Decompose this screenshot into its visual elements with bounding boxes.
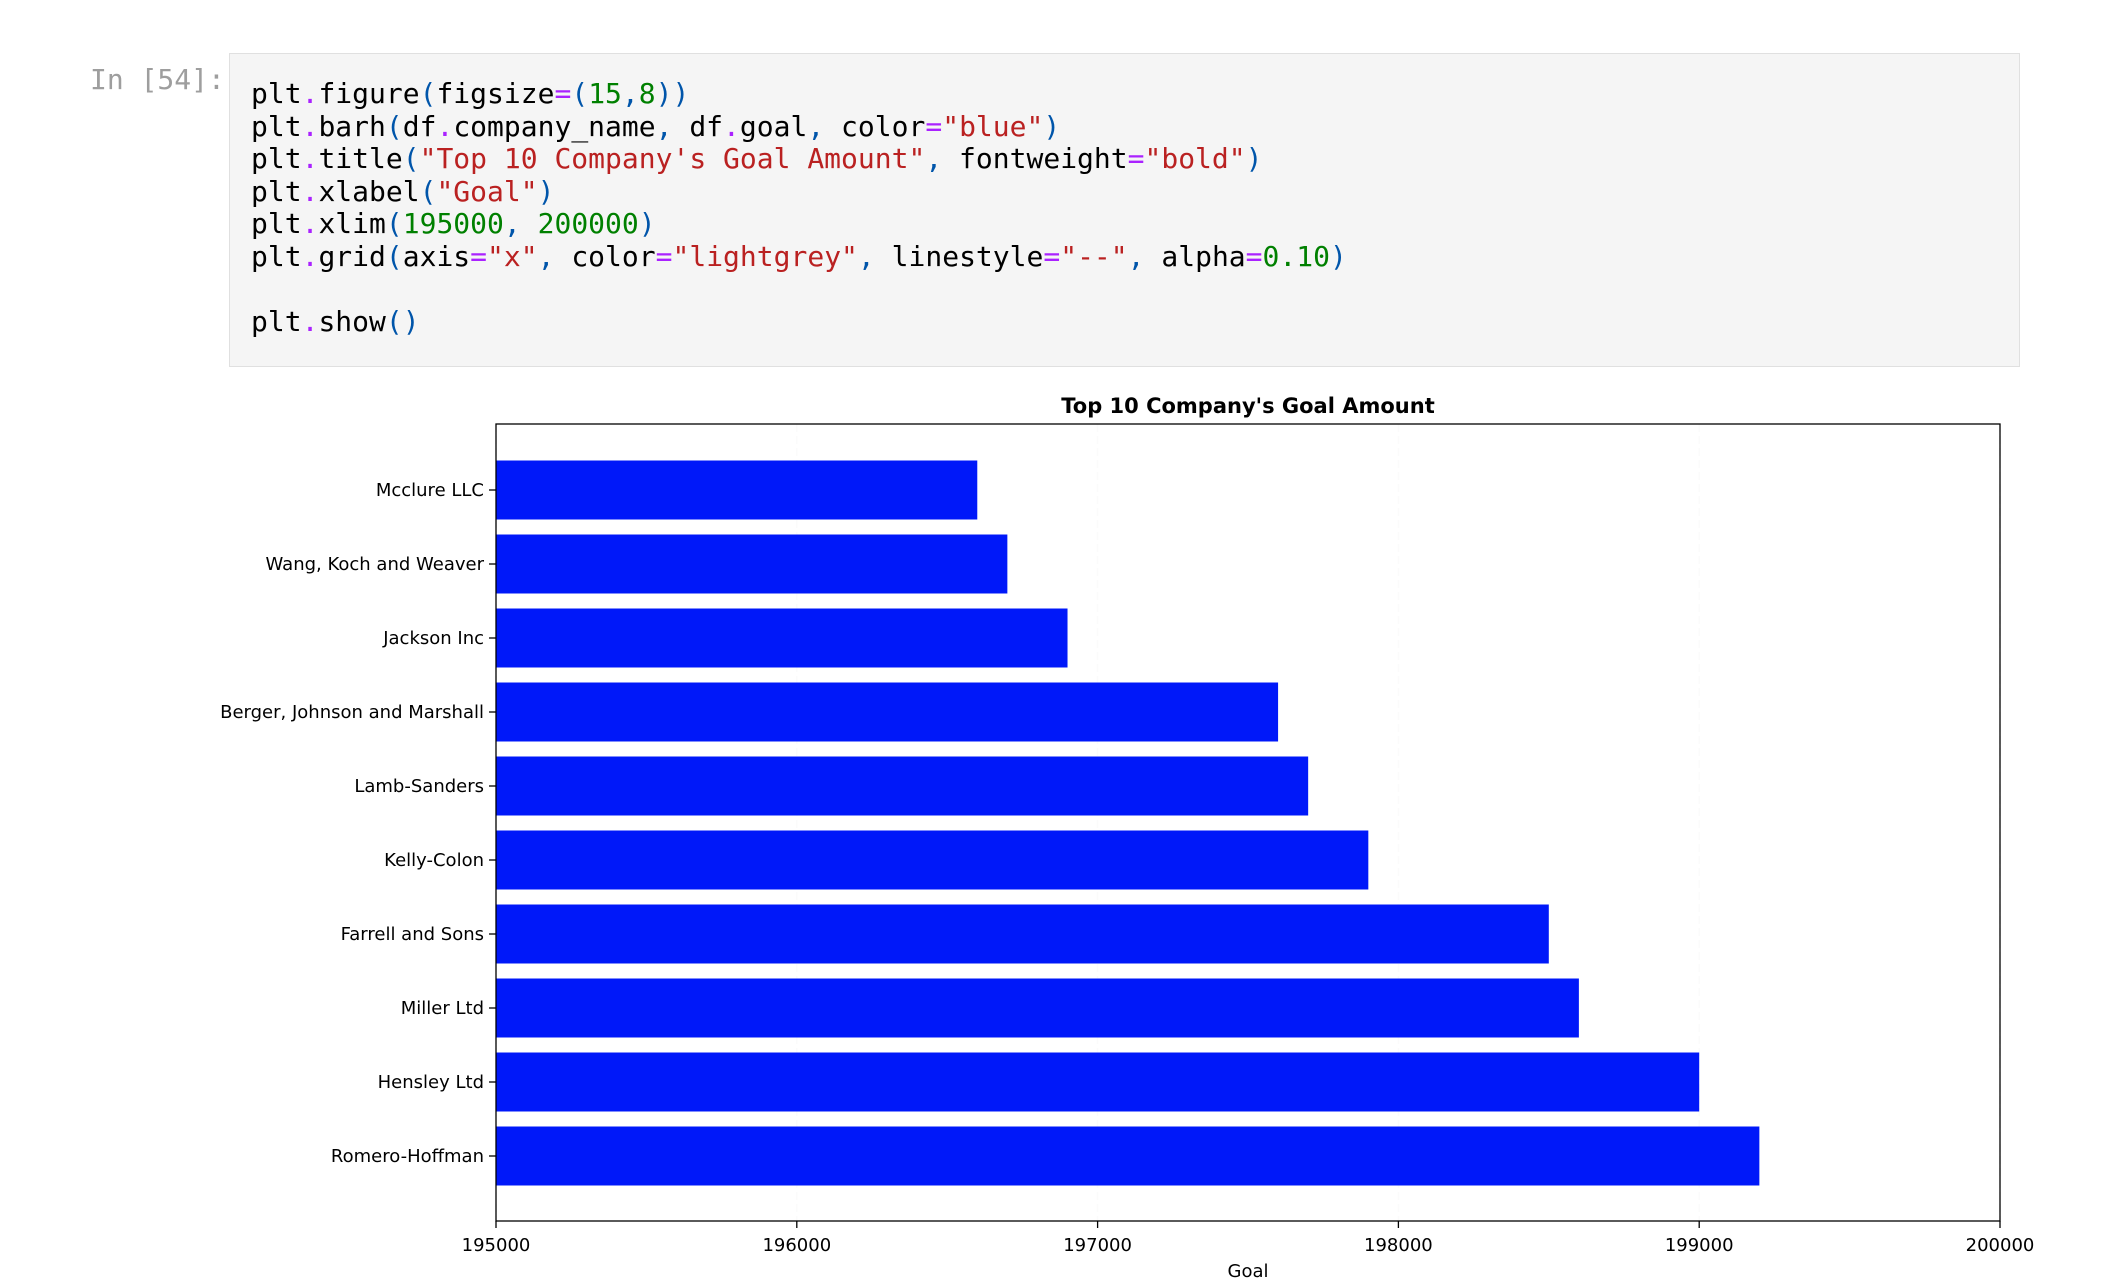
axes-frame xyxy=(495,423,2001,1222)
x-tick-label: 199000 xyxy=(1665,1235,1734,1256)
bar-2 xyxy=(496,608,1068,668)
bar-9 xyxy=(496,1126,1760,1186)
bar-6 xyxy=(496,904,1549,964)
y-tick-label: Hensley Ltd xyxy=(378,1072,484,1093)
y-tick-label: Lamb-Sanders xyxy=(354,776,484,797)
x-tick-label: 195000 xyxy=(462,1235,531,1256)
bar-4 xyxy=(496,756,1309,816)
x-tick-label: 198000 xyxy=(1364,1235,1433,1256)
y-tick-label: Berger, Johnson and Marshall xyxy=(220,702,484,723)
bar-3 xyxy=(496,682,1279,742)
y-tick-label: Farrell and Sons xyxy=(341,924,484,945)
cell-prompt: In [54]: xyxy=(90,63,225,96)
y-tick-label: Kelly-Colon xyxy=(384,850,484,871)
code-editor[interactable]: plt.figure(figsize=(15,8)) plt.barh(df.c… xyxy=(251,77,1347,338)
bar-8 xyxy=(496,1052,1700,1112)
bar-5 xyxy=(496,830,1369,890)
y-tick-label: Wang, Koch and Weaver xyxy=(266,554,485,575)
x-tick-label: 197000 xyxy=(1063,1235,1132,1256)
x-axis-label: Goal xyxy=(1228,1261,1269,1282)
chart-title: Top 10 Company's Goal Amount xyxy=(1061,394,1435,418)
bar-1 xyxy=(496,534,1008,594)
x-tick-label: 196000 xyxy=(762,1235,831,1256)
y-tick-label: Mcclure LLC xyxy=(376,480,484,501)
x-tick-label: 200000 xyxy=(1966,1235,2035,1256)
bar-7 xyxy=(496,978,1579,1038)
y-tick-label: Miller Ltd xyxy=(401,998,484,1019)
bar-0 xyxy=(496,460,978,520)
code-cell[interactable]: plt.figure(figsize=(15,8)) plt.barh(df.c… xyxy=(229,53,2020,367)
y-tick-label: Romero-Hoffman xyxy=(331,1146,484,1167)
y-tick-label: Jackson Inc xyxy=(382,628,484,649)
